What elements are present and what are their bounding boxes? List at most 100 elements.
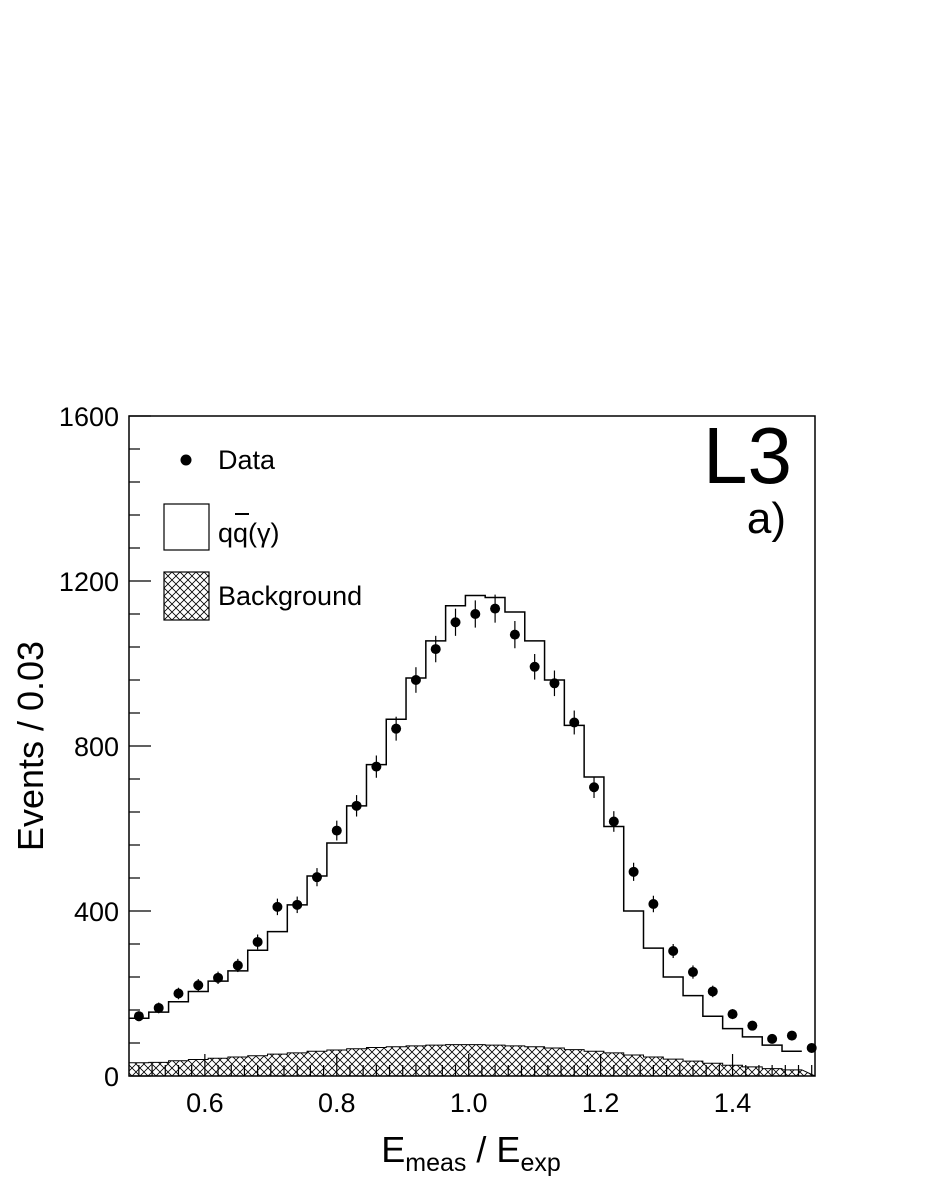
data-marker — [687, 967, 698, 978]
data-marker — [549, 678, 560, 689]
data-marker — [529, 661, 540, 672]
data-point — [371, 755, 382, 778]
legend-qq-swatch — [163, 503, 210, 551]
data-marker — [193, 980, 204, 991]
data-marker — [490, 603, 501, 614]
data-point — [331, 820, 342, 841]
x-axis: 0.6 0.8 1.0 1.2 1.4 — [138, 1054, 813, 1118]
x-tick-label: 0.6 — [186, 1088, 224, 1118]
data-marker — [668, 946, 679, 957]
background-area — [128, 1044, 816, 1077]
data-marker — [213, 972, 224, 983]
data-marker — [311, 872, 322, 883]
data-marker — [292, 899, 303, 910]
data-marker — [430, 644, 441, 655]
data-marker — [232, 960, 243, 971]
data-point — [608, 811, 619, 832]
x-tick-label: 1.0 — [450, 1088, 488, 1118]
x-tick-label: 1.4 — [714, 1088, 752, 1118]
data-point — [509, 621, 520, 649]
legend-qq-label: qq(γ) — [218, 518, 280, 548]
data-point — [747, 1020, 758, 1031]
data-point — [213, 971, 224, 985]
x-tick-label: 1.2 — [582, 1088, 620, 1118]
plot-frame — [128, 415, 816, 1077]
y-axis: 0 400 800 1200 1600 — [59, 402, 151, 1092]
data-point — [648, 895, 659, 913]
y-tick-label: 800 — [74, 732, 119, 762]
data-point — [391, 716, 402, 741]
data-point — [490, 594, 501, 623]
data-marker — [727, 1009, 738, 1020]
data-point — [470, 600, 481, 628]
data-point — [311, 868, 322, 887]
legend: Data qq(γ) Background — [163, 445, 362, 621]
panel-label: a) — [747, 494, 786, 543]
data-point — [133, 1011, 144, 1022]
data-point — [549, 670, 560, 697]
y-axis-title: Events / 0.03 — [10, 641, 51, 851]
data-point — [628, 862, 639, 881]
data-point — [450, 608, 461, 636]
experiment-label: L3 — [703, 411, 792, 500]
data-marker — [747, 1020, 758, 1031]
legend-background-swatch — [163, 571, 210, 621]
data-marker — [569, 717, 580, 728]
data-point — [292, 896, 303, 914]
data-point — [153, 1002, 164, 1014]
data-point — [173, 987, 184, 1000]
data-marker — [648, 898, 659, 909]
data-point — [806, 1042, 817, 1053]
legend-background-label: Background — [218, 581, 362, 611]
data-marker — [608, 816, 619, 827]
data-point — [786, 1030, 797, 1041]
data-point — [589, 776, 600, 798]
y-tick-label: 0 — [104, 1062, 119, 1092]
data-marker — [272, 901, 283, 912]
x-tick-label: 0.8 — [318, 1088, 356, 1118]
data-marker — [628, 866, 639, 877]
data-marker — [410, 675, 421, 685]
data-marker — [470, 609, 481, 619]
data-marker — [351, 800, 362, 811]
data-point — [707, 985, 718, 998]
data-marker — [371, 761, 382, 772]
y-tick-label: 400 — [74, 897, 119, 927]
data-marker — [509, 629, 520, 640]
data-points — [133, 594, 817, 1053]
y-tick-label: 1600 — [59, 402, 119, 432]
data-point — [569, 710, 580, 735]
data-point — [252, 934, 263, 950]
data-point — [232, 958, 243, 973]
data-marker — [331, 825, 342, 836]
data-point — [687, 965, 698, 979]
data-marker — [806, 1042, 817, 1053]
data-point — [529, 654, 540, 680]
data-marker — [786, 1030, 797, 1041]
data-point — [668, 944, 679, 959]
legend-data-label: Data — [218, 445, 276, 475]
data-point — [410, 667, 421, 693]
legend-data-marker — [180, 454, 192, 466]
plot-area — [128, 594, 817, 1077]
data-point — [272, 898, 283, 916]
data-point — [193, 979, 204, 992]
y-tick-label: 1200 — [59, 567, 119, 597]
data-point — [767, 1033, 778, 1044]
data-point — [430, 635, 441, 663]
data-point — [727, 1009, 738, 1020]
qq-histogram — [129, 594, 802, 1052]
background-histogram — [128, 1044, 816, 1077]
data-marker — [252, 936, 263, 947]
data-marker — [173, 988, 184, 999]
qq-histogram-line — [129, 594, 802, 1052]
data-marker — [589, 782, 600, 793]
data-marker — [133, 1011, 144, 1022]
data-marker — [767, 1033, 778, 1044]
data-marker — [153, 1002, 164, 1013]
data-marker — [450, 617, 461, 628]
data-point — [351, 795, 362, 817]
data-marker — [391, 723, 402, 734]
x-axis-title: Emeas / Eexp — [381, 1129, 561, 1177]
